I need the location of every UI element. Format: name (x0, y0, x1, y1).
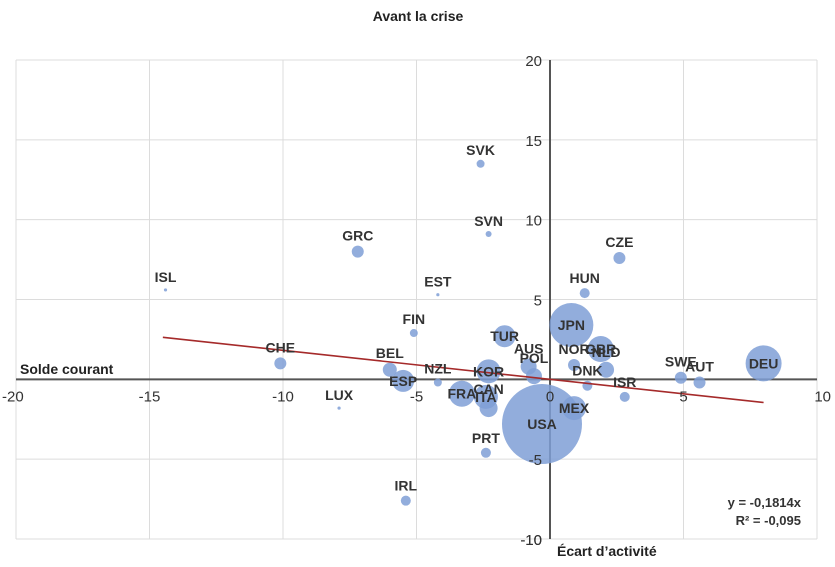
bubble-lux (337, 406, 341, 410)
point-label-can: CAN (473, 381, 503, 397)
bubble-nzl (433, 378, 442, 387)
bubble-grc (351, 245, 364, 258)
y-tick-label: 5 (534, 293, 542, 310)
x-tick-label: -10 (272, 388, 294, 405)
trendline-r2: R² = -0,095 (736, 513, 801, 528)
bubble-usa (501, 384, 582, 465)
point-label-irl: IRL (395, 478, 418, 494)
y-axis-label: Solde courant (20, 361, 114, 377)
x-tick-label: 5 (679, 388, 687, 405)
x-tick-label: 0 (546, 388, 554, 405)
point-label-grc: GRC (342, 228, 373, 244)
point-label-usa: USA (527, 416, 557, 432)
bubble-irl (400, 495, 411, 506)
point-label-gbr: GBR (585, 341, 616, 357)
x-tick-label: -5 (410, 388, 423, 405)
grid (15, 59, 818, 540)
point-label-cze: CZE (605, 234, 633, 250)
point-label-tur: TUR (490, 328, 519, 344)
bubble-gbr (587, 335, 614, 362)
x-tick-label: -15 (139, 388, 161, 405)
y-tick-label: -10 (520, 532, 542, 549)
point-label-bel: BEL (376, 345, 404, 361)
bubble-deu (745, 345, 782, 382)
bubble-nld (598, 361, 615, 378)
bubble-jpn (549, 303, 594, 348)
point-label-nzl: NZL (424, 361, 452, 377)
chart-title: Avant la crise (373, 8, 464, 24)
trendline (162, 336, 764, 404)
bubble-est (436, 293, 440, 297)
point-label-nld: NLD (592, 344, 621, 360)
bubble-pol (525, 368, 542, 385)
x-axis-label: Écart d’activité (557, 543, 657, 559)
y-tick-label: 10 (525, 213, 542, 230)
point-label-deu: DEU (749, 355, 779, 371)
point-label-svk: SVK (466, 142, 495, 158)
y-tick-label: 15 (525, 133, 542, 150)
bubble-isr (619, 391, 630, 402)
point-label-fin: FIN (403, 311, 426, 327)
bubble-can (479, 399, 498, 418)
point-label-prt: PRT (472, 430, 500, 446)
bubble-fra (448, 380, 475, 407)
point-label-swe: SWE (665, 354, 697, 370)
y-tick-label: -5 (529, 452, 542, 469)
point-label-lux: LUX (325, 387, 354, 403)
x-tick-label: 10 (814, 388, 831, 405)
bubble-bel (382, 362, 397, 377)
point-label-esp: ESP (389, 373, 417, 389)
y-tick-label: -10 (520, 532, 542, 549)
point-label-aus: AUS (514, 341, 544, 357)
bubble-isl (163, 288, 168, 292)
bubble-cze (613, 251, 626, 264)
point-label-dnk: DNK (572, 363, 602, 379)
bubble-hun (579, 288, 590, 299)
bubble-esp (392, 369, 415, 392)
bubble-nor (568, 358, 581, 371)
point-label-jpn: JPN (558, 317, 585, 333)
bubble-tur (493, 325, 516, 348)
point-label-hun: HUN (570, 270, 600, 286)
bubble-che (274, 357, 287, 370)
point-label-mex: MEX (559, 400, 590, 416)
bubbles (163, 159, 782, 506)
point-label-che: CHE (266, 339, 296, 355)
point-label-nor: NOR (558, 341, 589, 357)
point-label-isl: ISL (155, 269, 177, 285)
point-label-fra: FRA (447, 386, 476, 402)
point-label-aut: AUT (685, 359, 714, 375)
y-tick-label: 20 (525, 53, 542, 70)
bubble-aut (693, 376, 706, 389)
x-tick-label: -20 (2, 388, 24, 405)
point-label-kor: KOR (473, 363, 504, 379)
bubble-fin (409, 329, 418, 338)
bubble-swe (674, 371, 687, 384)
bubble-svk (476, 159, 485, 168)
point-label-est: EST (424, 274, 452, 290)
point-label-svn: SVN (474, 213, 503, 229)
bubble-prt (480, 447, 491, 458)
point-label-isr: ISR (613, 374, 636, 390)
bubble-mex (562, 396, 587, 421)
trendline-equation: y = -0,1814x (728, 495, 802, 510)
bubble-svn (485, 231, 492, 238)
point-label-pol: POL (520, 350, 549, 366)
point-label-ita: ITA (475, 389, 497, 405)
bubble-kor (476, 359, 501, 384)
